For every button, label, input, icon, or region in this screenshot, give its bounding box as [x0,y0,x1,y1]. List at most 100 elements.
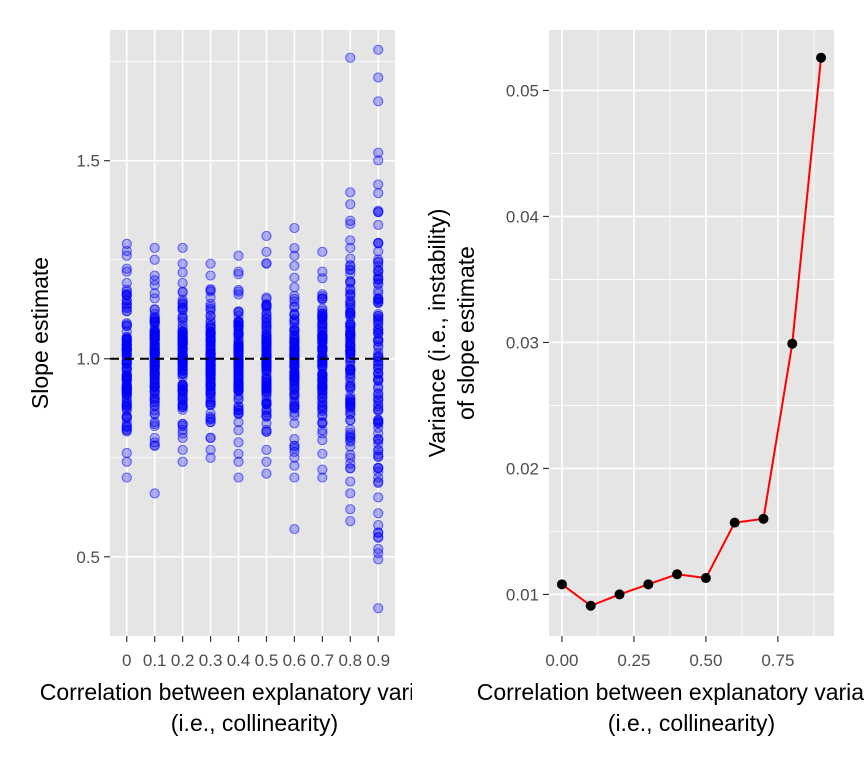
scatter-point [345,427,356,439]
scatter-point [317,343,328,354]
scatter-point [289,342,300,354]
scatter-point [205,392,216,403]
scatter-point [205,416,216,428]
right-y-tick-label: 0.04 [506,207,539,226]
scatter-point [177,286,188,297]
scatter-point [373,352,384,363]
scatter-point [121,400,132,411]
left-points [121,44,384,614]
scatter-point [177,294,188,305]
left-y-axis-ticks: 0.5 1.0 1.5 [76,152,110,567]
scatter-point [149,488,160,499]
scatter-point [121,372,132,384]
scatter-point [121,263,132,274]
scatter-point [261,322,272,334]
scatter-point [121,320,132,332]
scatter-point [345,187,356,198]
right-y-tick-label: 0.05 [506,81,539,100]
left-x-tick-label: 0.3 [199,651,223,670]
scatter-point [373,359,384,371]
scatter-point [149,304,160,315]
right-y-tick-label: 0.02 [506,459,539,478]
right-x-tick-label: 0.00 [545,651,578,670]
scatter-point [149,316,160,327]
variance-line-chart: 0.01 0.02 0.03 0.04 0.05 0.00 0.25 0.50 0.75 Va… [424,30,864,736]
scatter-point [373,294,384,305]
scatter-point [345,365,356,376]
scatter-point [373,147,384,158]
right-gridlines [549,30,834,636]
scatter-point [177,456,188,467]
scatter-point [177,297,188,308]
left-x-tick-label: 0.1 [143,651,167,670]
scatter-point [373,492,384,503]
scatter-point [373,155,384,166]
scatter-point [345,276,356,287]
scatter-point [289,290,300,301]
left-x-tick-label: 0.7 [311,651,335,670]
scatter-point [373,188,384,199]
scatter-point [317,266,328,277]
right-y-axis-ticks: 0.01 0.02 0.03 0.04 0.05 [506,81,549,604]
scatter-point [233,319,244,330]
left-x-tick-label: 0.9 [366,651,390,670]
right-y-axis-title-line2: of slope estimate [453,246,479,420]
left-x-tick-label: 0 [122,651,131,670]
scatter-point [233,416,244,428]
scatter-point [177,424,188,436]
scatter-point [373,472,384,483]
scatter-point [261,230,272,242]
scatter-point [345,516,356,527]
scatter-point [233,448,244,459]
left-x-axis-title-line1: Correlation between explanatory variable… [40,679,470,705]
scatter-point [289,381,300,392]
scatter-point [261,312,272,323]
scatter-point [121,421,132,432]
scatter-point [149,313,160,324]
scatter-point [233,345,244,356]
scatter-point [261,456,272,467]
scatter-point [373,179,384,190]
left-x-tick-label: 0.5 [255,651,279,670]
scatter-point [289,222,300,234]
scatter-point [345,415,356,426]
scatter-point [177,395,188,406]
scatter-point [373,543,384,554]
scatter-point [289,460,300,471]
scatter-point [149,254,160,265]
scatter-point [317,418,328,429]
scatter-point [317,472,328,483]
scatter-point [233,472,244,483]
right-x-tick-label: 0.50 [689,651,722,670]
scatter-point [373,531,384,543]
variance-point [729,517,740,528]
scatter-point [149,288,160,299]
scatter-point [261,399,272,410]
scatter-point [345,290,356,302]
scatter-point [317,321,328,332]
scatter-point [177,323,188,334]
scatter-point [317,351,328,362]
scatter-point [121,447,132,459]
scatter-point [177,351,188,362]
scatter-point [289,370,300,381]
scatter-point [345,261,356,272]
scatter-point [205,378,216,389]
scatter-point [205,340,216,351]
scatter-point [121,250,132,261]
variance-point [700,573,711,584]
scatter-point [373,308,384,320]
scatter-point [345,268,356,279]
scatter-point [121,345,132,356]
scatter-point [289,440,300,451]
scatter-point [373,206,384,218]
scatter-point [205,349,216,361]
scatter-point [233,269,244,280]
scatter-point [261,444,272,455]
scatter-point [345,242,356,253]
scatter-point [345,400,356,411]
scatter-point [317,294,328,305]
scatter-point [177,278,188,289]
scatter-point [121,378,132,389]
right-y-tick-label: 0.01 [506,585,539,604]
